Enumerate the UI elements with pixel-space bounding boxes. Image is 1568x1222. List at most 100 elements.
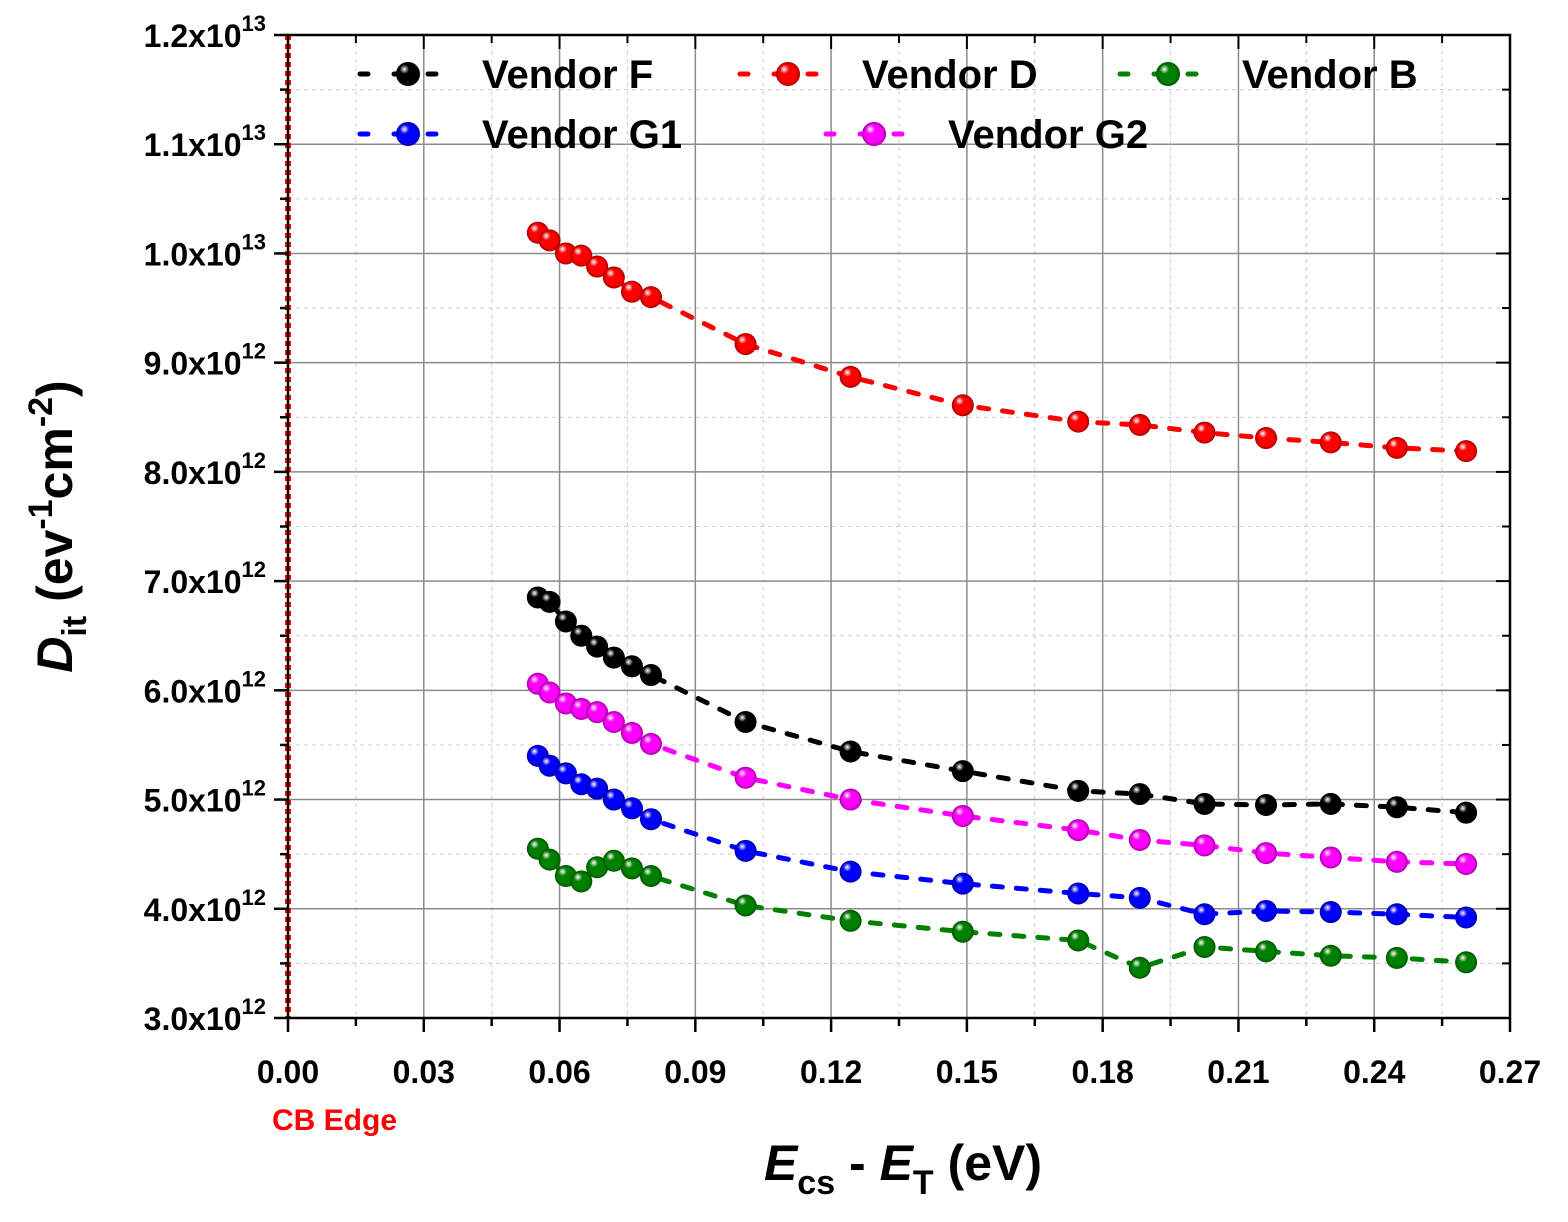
data-point-shade [1255,940,1278,963]
series-line [535,230,1469,454]
x-tick-label: 0.03 [393,1054,455,1090]
x-tick-label: 0.00 [257,1054,319,1090]
legend-label: Vendor G1 [482,113,682,157]
data-point-shade [951,804,974,827]
legend-marker-shade [396,122,420,146]
data-point-shade [1128,783,1151,806]
data-point-shade [1067,779,1090,802]
data-point-shade [839,740,862,763]
data-point-shade [1193,936,1216,959]
data-point-shade [620,857,643,880]
data-point-shade [554,762,577,785]
data-point-shade [839,788,862,811]
data-point-shade [554,610,577,633]
data-point-shade [839,860,862,883]
data-point-shade [1128,886,1151,909]
data-point-shade [1385,796,1408,819]
data-point-shade [586,777,609,800]
data-point-shade [639,664,662,687]
legend-marker-shade [396,62,420,86]
series-vendor-g1 [526,744,1478,929]
data-point-shade [538,229,561,252]
x-tick-label: 0.27 [1479,1054,1541,1090]
data-point-shade [602,849,625,872]
data-point-shade [538,681,561,704]
data-point-shade [586,255,609,278]
y-tick-label: 7.0x1012 [144,557,266,600]
x-tick-label: 0.18 [1072,1054,1134,1090]
y-tick-label: 8.0x1012 [144,448,266,491]
series-layer [526,221,1478,979]
legend-label: Vendor G2 [948,113,1148,157]
legend-item: Vendor D [737,53,1038,97]
y-tick-label: 3.0x1012 [144,994,266,1037]
x-tick-label: 0.21 [1207,1054,1269,1090]
data-point-shade [1455,951,1478,974]
y-tick-label: 9.0x1012 [144,339,266,382]
data-point-shade [602,266,625,289]
legend-item: Vendor B [1117,53,1418,97]
data-point-shade [1067,410,1090,433]
data-point-shade [1319,431,1342,454]
data-point-shade [639,865,662,888]
data-point-shade [570,244,593,267]
series-vendor-f [526,586,1478,824]
data-point-shade [1455,801,1478,824]
data-point-shade [620,280,643,303]
cb-edge-label: CB Edge [272,1104,397,1137]
data-point-shade [639,286,662,309]
data-point-shade [1385,903,1408,926]
y-tick-label: 5.0x1012 [144,776,266,819]
legend-label: Vendor F [482,53,653,97]
x-tick-label: 0.12 [800,1054,862,1090]
data-point-shade [951,394,974,417]
x-axis-title: Ecs - ET (eV) [764,1135,1042,1202]
data-point-shade [951,872,974,895]
data-point-shade [1319,944,1342,967]
legend-marker-shade [862,122,886,146]
data-point-shade [639,732,662,755]
x-tick-label: 0.24 [1343,1054,1405,1090]
data-point-shade [1128,956,1151,979]
data-point-shade [1255,842,1278,865]
data-point-shade [620,655,643,678]
data-point-shade [734,839,757,862]
axis-labels: 0.00 0.03 0.06 0.09 0.12 0.15 0.18 0.21 0.24 0.27… [22,11,1541,1202]
data-point-shade [620,721,643,744]
data-point-shade [620,797,643,820]
data-point-shade [1193,421,1216,444]
legend-item: Vendor G2 [823,113,1148,157]
data-point-shade [1385,946,1408,969]
data-point-shade [586,635,609,658]
x-tick-label: 0.09 [664,1054,726,1090]
legend-item: Vendor G1 [357,113,682,157]
y-tick-label: 1.0x1013 [144,229,266,272]
data-point-shade [1319,901,1342,924]
data-point-shade [1319,846,1342,869]
data-point-shade [1193,834,1216,857]
data-point-shade [538,590,561,613]
y-tick-label: 1.1x1013 [144,120,266,163]
data-point-shade [1455,906,1478,929]
series-vendor-b [526,837,1478,979]
data-point-shade [570,624,593,647]
grid [288,35,1510,1018]
legend-label: Vendor B [1242,53,1418,97]
x-tick-label: 0.06 [528,1054,590,1090]
data-point-shade [1455,440,1478,463]
data-point-shade [570,870,593,893]
series-vendor-d [526,221,1478,463]
series-line [535,681,1469,867]
legend-label: Vendor D [862,53,1038,97]
data-point-shade [734,894,757,917]
series-line [535,594,1469,816]
legend-item: Vendor F [357,53,653,97]
data-point-shade [602,788,625,811]
legend-marker-shade [1156,62,1180,86]
data-point-shade [586,701,609,724]
data-point-shade [1067,819,1090,842]
y-tick-label: 4.0x1012 [144,885,266,928]
data-point-shade [839,909,862,932]
